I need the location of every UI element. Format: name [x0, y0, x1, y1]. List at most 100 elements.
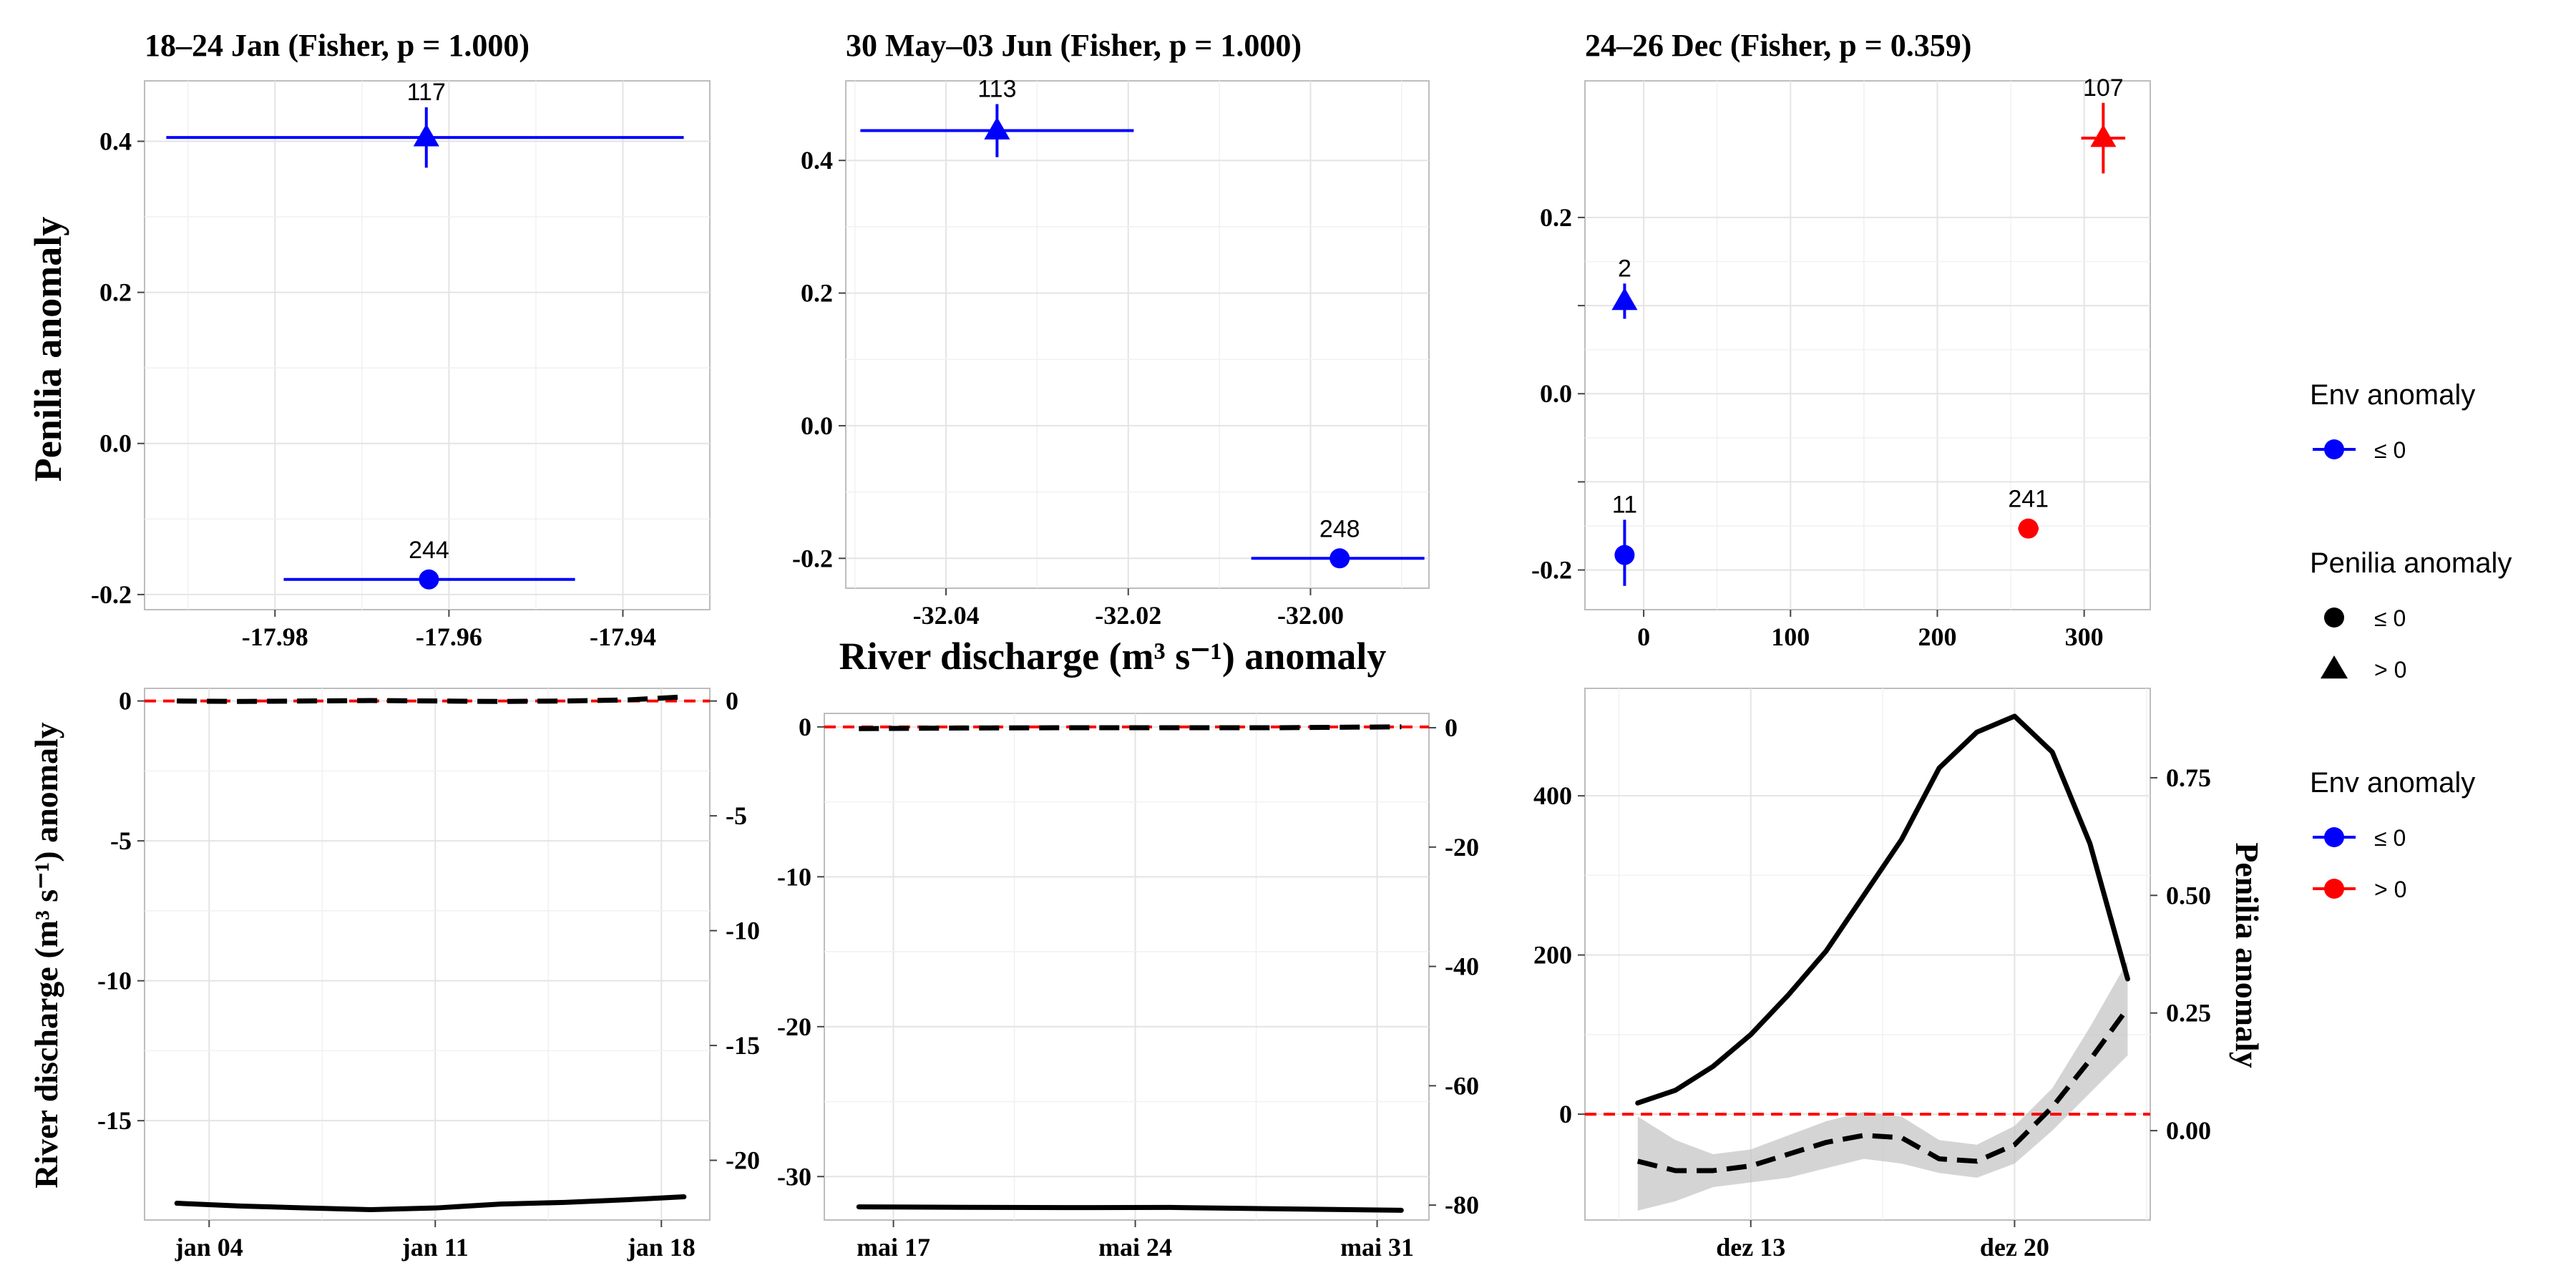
y2-tick-label: -5	[726, 801, 747, 830]
x-tick-label: 100	[1771, 623, 1810, 651]
top-y-axis-title: Penilia anomaly	[26, 217, 69, 482]
circle-marker	[2018, 518, 2039, 539]
legend-label: > 0	[2374, 877, 2406, 902]
legend-group-1: Env anomaly ≤ 0	[2310, 379, 2475, 463]
y2-tick-label: -80	[1445, 1191, 1479, 1219]
y-tick-label: 0.2	[99, 278, 132, 307]
y-tick-label: 0	[119, 687, 132, 716]
legend-key-circle	[2324, 439, 2344, 459]
plot-area	[845, 80, 1430, 589]
count-label: 117	[407, 79, 446, 106]
y-tick-label: 0	[1559, 1100, 1572, 1128]
plot-area	[144, 688, 711, 1221]
legend-label: ≤ 0	[2374, 437, 2406, 463]
y-tick-label: 0.2	[1540, 203, 1572, 232]
y-tick-label: 0	[799, 713, 811, 741]
x-tick-label: dez 20	[1980, 1233, 2049, 1262]
data-point-4: 107	[2081, 74, 2126, 174]
count-label: 11	[1612, 491, 1637, 518]
x-tick-label: jan 18	[627, 1233, 696, 1262]
y-tick-label: 0.4	[99, 127, 132, 155]
data-point-1: 2	[1611, 255, 1638, 319]
x-tick-label: -17.96	[416, 623, 482, 651]
x-tick-label: mai 31	[1340, 1233, 1414, 1262]
count-label: 113	[977, 75, 1016, 102]
triangle-marker	[1611, 287, 1638, 311]
y-tick-label: -0.2	[91, 580, 132, 609]
y-tick-label: 200	[1533, 941, 1572, 970]
penilia-anomaly-dashed-line	[1636, 1007, 2130, 1174]
y2-tick-label: -20	[1445, 833, 1479, 862]
legend-key-circle	[2324, 879, 2344, 899]
panel-top-left: 18–24 Jan (Fisher, p = 1.000) -17.98 -17.9…	[91, 28, 711, 651]
x-tick-label: -32.02	[1095, 601, 1161, 630]
y2-tick-label: -10	[726, 917, 760, 945]
legend-label: > 0	[2374, 657, 2406, 683]
x-tick-label: -32.04	[913, 601, 980, 630]
legend-group-3: Env anomaly ≤ 0 > 0	[2310, 767, 2475, 902]
panel-bottom-right: dez 13 dez 20 0 200 400 0.00 0.25 0.50 0.75	[1533, 688, 2211, 1262]
x-tick-label: jan 11	[401, 1233, 469, 1262]
x-tick-label: mai 24	[1098, 1233, 1172, 1262]
y-tick-label: 0.0	[1540, 379, 1572, 408]
data-point-3: 241	[2008, 486, 2049, 539]
y-tick-label: 400	[1533, 781, 1572, 810]
y-tick-label: -0.2	[792, 544, 833, 572]
y2-tick-label: -20	[726, 1146, 760, 1175]
x-tick-label: -17.94	[590, 623, 656, 651]
x-tick-label: mai 17	[857, 1233, 930, 1262]
triangle-marker	[2090, 125, 2117, 147]
x-tick-label: jan 04	[175, 1233, 243, 1262]
y-tick-label: 0.2	[801, 279, 833, 308]
river-discharge-solid-line	[1635, 713, 2130, 1106]
plot-area	[824, 713, 1430, 1221]
y-tick-label: -30	[777, 1162, 811, 1191]
legend-title: Env anomaly	[2310, 379, 2475, 411]
y2-tick-label: 0	[726, 687, 738, 716]
legend-group-2: Penilia anomaly ≤ 0 > 0	[2310, 547, 2512, 683]
plot-area	[144, 80, 711, 610]
y-tick-label: -5	[110, 826, 132, 855]
bottom-right-y-axis-title: Penilia anomaly	[2229, 842, 2265, 1068]
y-tick-label: -15	[97, 1106, 132, 1135]
river-discharge-solid-line	[174, 1194, 687, 1213]
panel-title: 24–26 Dec (Fisher, p = 0.359)	[1585, 28, 1971, 63]
panel-top-right: 24–26 Dec (Fisher, p = 0.359) 0 100 200 300 -…	[1531, 28, 2151, 651]
y-tick-label: 0.0	[801, 411, 833, 440]
legend-item: ≤ 0	[2313, 825, 2406, 851]
shared-x-axis-title: River discharge (m³ s⁻¹) anomaly	[839, 635, 1387, 678]
y2-tick-label: 0.50	[2166, 881, 2211, 909]
count-label: 2	[1618, 255, 1631, 282]
triangle-marker	[984, 117, 1010, 140]
triangle-marker	[413, 124, 439, 147]
y2-tick-label: 0.75	[2166, 763, 2211, 792]
penilia-anomaly-dashed-line	[859, 724, 1402, 731]
legend-item: > 0	[2313, 877, 2406, 902]
data-point-2: 11	[1612, 491, 1637, 586]
data-point-2: 248	[1251, 515, 1425, 569]
panel-bottom-middle: mai 17 mai 24 mai 31 -30 -20 -10 0 -80 -60 -40 -20…	[777, 713, 1479, 1262]
x-tick-label: dez 13	[1716, 1233, 1785, 1262]
count-label: 248	[1319, 515, 1360, 542]
panel-bottom-left: jan 04 jan 11 jan 18 -15 -10 -5 0 -20 -15 -10 -5 0	[97, 687, 760, 1262]
panels: 18–24 Jan (Fisher, p = 1.000) -17.98 -17.9…	[91, 28, 2211, 1262]
bottom-left-y-axis-title: River discharge (m³ s⁻¹) anomaly	[28, 722, 64, 1189]
y-tick-label: -10	[777, 862, 811, 891]
panel-title: 30 May–03 Jun (Fisher, p = 1.000)	[846, 28, 1302, 63]
y-tick-label: 0.0	[99, 429, 132, 458]
x-tick-label: -32.00	[1277, 601, 1344, 630]
circle-marker	[1330, 548, 1350, 569]
circle-marker	[419, 569, 439, 590]
legend-title: Penilia anomaly	[2310, 547, 2512, 579]
x-tick-label: 200	[1918, 623, 1956, 651]
y2-tick-label: 0	[1445, 713, 1458, 742]
y2-tick-label: 0.25	[2166, 999, 2211, 1028]
y-tick-label: 0.4	[801, 146, 833, 175]
count-label: 244	[409, 537, 449, 564]
panel-title: 18–24 Jan (Fisher, p = 1.000)	[145, 28, 530, 63]
y-tick-label: -0.2	[1531, 556, 1572, 585]
data-point-1: 117	[166, 79, 684, 168]
river-discharge-solid-line	[856, 1204, 1404, 1213]
plot-area	[1584, 80, 2151, 610]
